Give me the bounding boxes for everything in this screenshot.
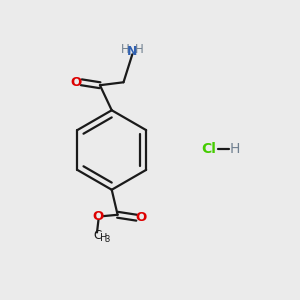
Text: 3: 3 — [104, 235, 110, 244]
Text: H: H — [100, 233, 107, 243]
Text: C: C — [93, 229, 101, 242]
Text: H: H — [230, 142, 240, 155]
Text: H: H — [121, 43, 129, 56]
Text: Cl: Cl — [202, 142, 216, 155]
Text: N: N — [127, 45, 137, 58]
Text: O: O — [71, 76, 82, 89]
Text: H: H — [134, 43, 143, 56]
Text: O: O — [93, 210, 104, 223]
Text: O: O — [136, 211, 147, 224]
